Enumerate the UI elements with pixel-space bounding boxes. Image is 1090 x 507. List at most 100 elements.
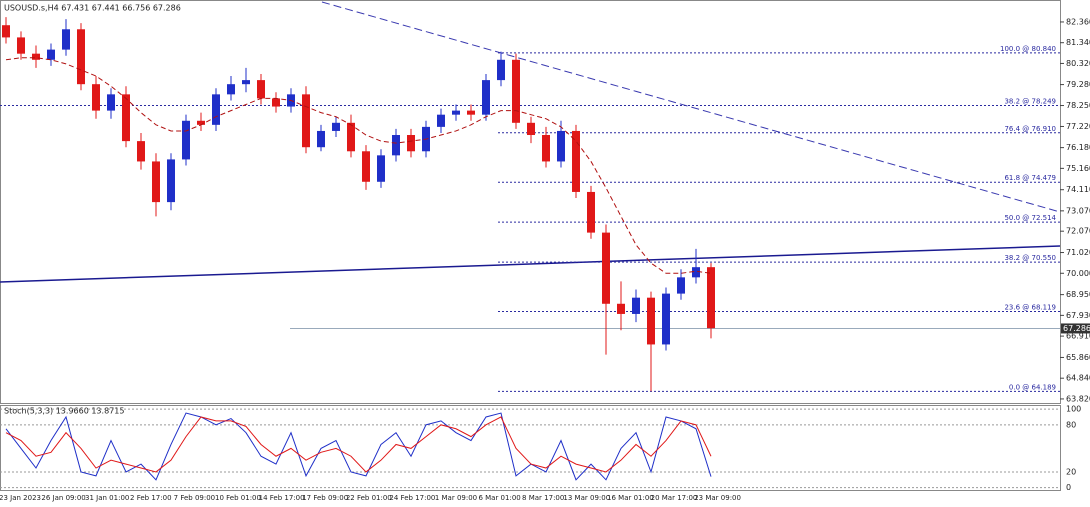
fib-label: 38.2 @ 78.249: [1004, 98, 1056, 106]
candle-body: [587, 191, 595, 233]
y-tick-label: 66.910: [1066, 332, 1090, 341]
candle-body: [572, 130, 580, 192]
x-tick-label: 26 Jan 09:00: [41, 494, 85, 502]
candle-body: [452, 110, 460, 115]
candle-body: [197, 120, 205, 125]
x-tick-label: 8 Mar 17:00: [522, 494, 564, 502]
stoch-panel: [0, 405, 1061, 491]
trend-line: [0, 245, 1061, 283]
candle-body: [632, 297, 640, 314]
candle-body: [332, 122, 340, 131]
stoch-line: [5, 412, 712, 481]
y-tick-label: 67.930: [1066, 311, 1090, 320]
x-tick-label: 6 Mar 01:00: [478, 494, 520, 502]
candle-body: [242, 80, 250, 85]
candle-body: [647, 297, 655, 345]
main-panel: [0, 0, 1061, 404]
candle-body: [47, 49, 55, 60]
y-tick-label: 65.860: [1066, 353, 1090, 362]
candle-body: [602, 232, 610, 304]
stoch-line: [5, 416, 712, 473]
stoch-tick-label: 0: [1066, 483, 1071, 492]
stoch-tick-label: 100: [1066, 405, 1081, 414]
candle-body: [227, 84, 235, 95]
y-tick-label: 81.340: [1066, 38, 1090, 47]
y-tick-label: 79.280: [1066, 80, 1090, 89]
last-price-box: [1061, 323, 1090, 334]
candle-body: [392, 135, 400, 156]
y-tick-label: 64.840: [1066, 374, 1090, 383]
y-tick-label: 73.070: [1066, 206, 1090, 215]
x-tick-label: 10 Feb 01:00: [215, 494, 261, 502]
x-tick-label: 31 Jan 01:00: [85, 494, 129, 502]
candle-body: [677, 277, 685, 294]
candle-body: [707, 267, 715, 329]
candle-body: [212, 94, 220, 125]
y-tick-label: 82.360: [1066, 17, 1090, 26]
candle-body: [257, 80, 265, 99]
fib-label: 76.4 @ 76.910: [1004, 125, 1056, 133]
x-tick-label: 23 Mar 09:00: [694, 494, 741, 502]
candle-body: [512, 59, 520, 123]
x-tick-label: 14 Feb 17:00: [259, 494, 305, 502]
fib-label: 50.0 @ 72.514: [1004, 214, 1056, 222]
candle-body: [617, 303, 625, 314]
candle-body: [407, 135, 415, 152]
candle-body: [347, 122, 355, 152]
y-tick-label: 75.160: [1066, 164, 1090, 173]
candle-body: [497, 59, 505, 81]
last-price-label: 67.286: [1063, 324, 1090, 333]
fib-label: 0.0 @ 64.189: [1009, 383, 1056, 391]
y-tick-label: 72.070: [1066, 227, 1090, 236]
trend-line: [321, 1, 1061, 213]
candle-body: [542, 135, 550, 162]
candle-body: [17, 37, 25, 54]
candle-body: [557, 130, 565, 162]
candle-body: [362, 151, 370, 182]
x-tick-label: 20 Mar 17:00: [651, 494, 698, 502]
candle-body: [692, 267, 700, 278]
candle-body: [527, 122, 535, 136]
y-tick-label: 78.250: [1066, 101, 1090, 110]
x-tick-label: 23 Jan 2023: [0, 494, 41, 502]
candle-body: [467, 110, 475, 115]
y-tick-label: 74.110: [1066, 185, 1090, 194]
x-tick-label: 17 Feb 09:00: [302, 494, 348, 502]
fib-label: 38.2 @ 70.550: [1004, 254, 1056, 262]
y-tick-label: 68.950: [1066, 290, 1090, 299]
y-tick-label: 63.820: [1066, 394, 1090, 403]
candle-body: [167, 159, 175, 203]
x-tick-label: 13 Mar 09:00: [563, 494, 610, 502]
fib-label: 23.6 @ 68.119: [1004, 304, 1056, 312]
stoch-tick-label: 20: [1066, 467, 1076, 476]
candle-body: [107, 94, 115, 111]
candle-body: [302, 94, 310, 148]
x-tick-label: 2 Feb 17:00: [130, 494, 171, 502]
candle-body: [377, 155, 385, 182]
candle-body: [137, 141, 145, 162]
moving-average: [5, 57, 712, 274]
y-tick-label: 76.180: [1066, 143, 1090, 152]
candle-body: [317, 130, 325, 148]
y-tick-label: 77.220: [1066, 122, 1090, 131]
x-tick-label: 16 Mar 01:00: [607, 494, 654, 502]
candle-body: [152, 161, 160, 203]
y-tick-label: 71.020: [1066, 248, 1090, 257]
candle-body: [437, 114, 445, 127]
chart-title: USOUSD.s,H4 67.431 67.441 66.756 67.286: [4, 4, 181, 13]
candle-body: [2, 25, 10, 38]
candle-body: [482, 80, 490, 115]
y-tick-label: 80.320: [1066, 59, 1090, 68]
candle-body: [62, 29, 70, 50]
candle-body: [122, 94, 130, 142]
x-tick-label: 24 Feb 17:00: [389, 494, 435, 502]
fib-label: 100.0 @ 80.840: [1000, 45, 1056, 53]
candle-body: [662, 293, 670, 345]
candle-body: [92, 84, 100, 111]
candle-body: [272, 98, 280, 107]
candle-body: [32, 53, 40, 60]
stoch-tick-label: 80: [1066, 420, 1076, 429]
candle-body: [182, 120, 190, 160]
